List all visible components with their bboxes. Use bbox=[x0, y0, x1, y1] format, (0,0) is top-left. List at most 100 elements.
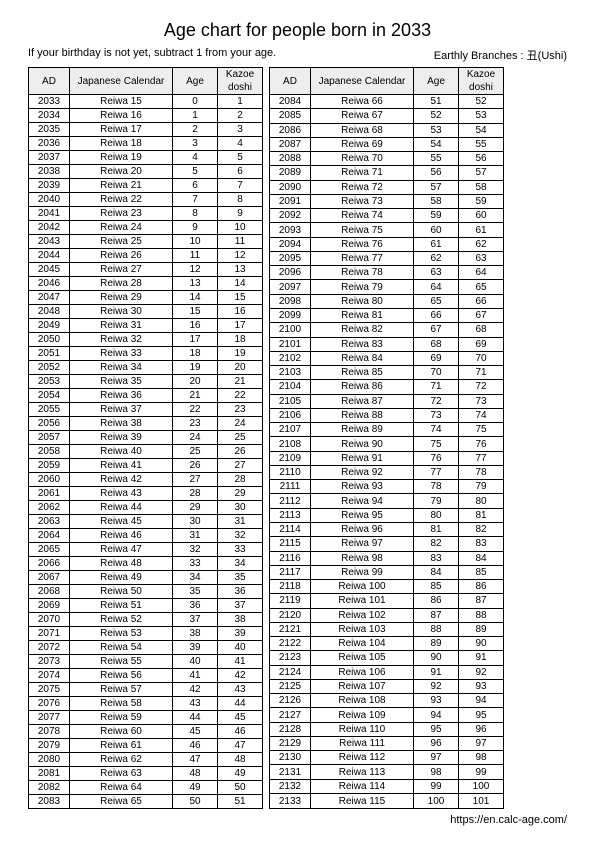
cell-kd: 62 bbox=[459, 237, 504, 251]
cell-ad: 2095 bbox=[270, 251, 311, 265]
cell-ad: 2037 bbox=[29, 151, 70, 165]
table-row: 2100Reiwa 826768 bbox=[270, 323, 504, 337]
cell-ad: 2105 bbox=[270, 394, 311, 408]
table-row: 2097Reiwa 796465 bbox=[270, 280, 504, 294]
cell-age: 64 bbox=[414, 280, 459, 294]
cell-age: 41 bbox=[173, 669, 218, 683]
cell-jc: Reiwa 108 bbox=[311, 694, 414, 708]
cell-jc: Reiwa 50 bbox=[70, 585, 173, 599]
cell-jc: Reiwa 113 bbox=[311, 765, 414, 779]
cell-ad: 2083 bbox=[29, 795, 70, 809]
cell-kd: 99 bbox=[459, 765, 504, 779]
table-row: 2117Reiwa 998485 bbox=[270, 565, 504, 579]
cell-age: 29 bbox=[173, 501, 218, 515]
table-row: 2111Reiwa 937879 bbox=[270, 480, 504, 494]
cell-jc: Reiwa 57 bbox=[70, 683, 173, 697]
cell-kd: 79 bbox=[459, 480, 504, 494]
cell-kd: 6 bbox=[218, 165, 263, 179]
cell-kd: 14 bbox=[218, 277, 263, 291]
cell-ad: 2072 bbox=[29, 641, 70, 655]
cell-kd: 10 bbox=[218, 221, 263, 235]
cell-age: 1 bbox=[173, 109, 218, 123]
cell-kd: 30 bbox=[218, 501, 263, 515]
cell-kd: 57 bbox=[459, 166, 504, 180]
table-row: 2078Reiwa 604546 bbox=[29, 725, 263, 739]
cell-kd: 81 bbox=[459, 508, 504, 522]
cell-jc: Reiwa 99 bbox=[311, 565, 414, 579]
cell-age: 45 bbox=[173, 725, 218, 739]
cell-kd: 38 bbox=[218, 613, 263, 627]
cell-kd: 100 bbox=[459, 779, 504, 793]
cell-age: 38 bbox=[173, 627, 218, 641]
cell-jc: Reiwa 102 bbox=[311, 608, 414, 622]
col-header-age: Age bbox=[173, 68, 218, 95]
cell-ad: 2118 bbox=[270, 580, 311, 594]
table-row: 2083Reiwa 655051 bbox=[29, 795, 263, 809]
table-row: 2126Reiwa 1089394 bbox=[270, 694, 504, 708]
cell-ad: 2107 bbox=[270, 423, 311, 437]
cell-ad: 2092 bbox=[270, 209, 311, 223]
table-row: 2089Reiwa 715657 bbox=[270, 166, 504, 180]
cell-kd: 19 bbox=[218, 347, 263, 361]
cell-kd: 90 bbox=[459, 637, 504, 651]
table-row: 2127Reiwa 1099495 bbox=[270, 708, 504, 722]
cell-jc: Reiwa 32 bbox=[70, 333, 173, 347]
cell-ad: 2042 bbox=[29, 221, 70, 235]
table-row: 2037Reiwa 1945 bbox=[29, 151, 263, 165]
table-row: 2086Reiwa 685354 bbox=[270, 123, 504, 137]
cell-jc: Reiwa 59 bbox=[70, 711, 173, 725]
cell-jc: Reiwa 53 bbox=[70, 627, 173, 641]
cell-kd: 17 bbox=[218, 319, 263, 333]
cell-ad: 2112 bbox=[270, 494, 311, 508]
cell-age: 33 bbox=[173, 557, 218, 571]
table-row: 2124Reiwa 1069192 bbox=[270, 665, 504, 679]
cell-age: 53 bbox=[414, 123, 459, 137]
cell-age: 8 bbox=[173, 207, 218, 221]
cell-ad: 2075 bbox=[29, 683, 70, 697]
cell-jc: Reiwa 65 bbox=[70, 795, 173, 809]
cell-age: 86 bbox=[414, 594, 459, 608]
cell-jc: Reiwa 26 bbox=[70, 249, 173, 263]
cell-age: 69 bbox=[414, 351, 459, 365]
cell-age: 61 bbox=[414, 237, 459, 251]
cell-ad: 2085 bbox=[270, 109, 311, 123]
cell-age: 28 bbox=[173, 487, 218, 501]
cell-jc: Reiwa 51 bbox=[70, 599, 173, 613]
table-row: 2113Reiwa 958081 bbox=[270, 508, 504, 522]
cell-jc: Reiwa 112 bbox=[311, 751, 414, 765]
table-row: 2038Reiwa 2056 bbox=[29, 165, 263, 179]
table-row: 2130Reiwa 1129798 bbox=[270, 751, 504, 765]
table-row: 2106Reiwa 887374 bbox=[270, 408, 504, 422]
cell-ad: 2053 bbox=[29, 375, 70, 389]
cell-ad: 2033 bbox=[29, 95, 70, 109]
cell-ad: 2065 bbox=[29, 543, 70, 557]
cell-kd: 60 bbox=[459, 209, 504, 223]
cell-age: 54 bbox=[414, 137, 459, 151]
cell-kd: 64 bbox=[459, 266, 504, 280]
cell-ad: 2055 bbox=[29, 403, 70, 417]
cell-ad: 2115 bbox=[270, 537, 311, 551]
cell-kd: 63 bbox=[459, 251, 504, 265]
cell-kd: 46 bbox=[218, 725, 263, 739]
cell-kd: 4 bbox=[218, 137, 263, 151]
cell-kd: 1 bbox=[218, 95, 263, 109]
cell-age: 44 bbox=[173, 711, 218, 725]
table-row: 2039Reiwa 2167 bbox=[29, 179, 263, 193]
table-row: 2033Reiwa 1501 bbox=[29, 95, 263, 109]
table-row: 2091Reiwa 735859 bbox=[270, 194, 504, 208]
cell-ad: 2123 bbox=[270, 651, 311, 665]
cell-ad: 2061 bbox=[29, 487, 70, 501]
cell-age: 83 bbox=[414, 551, 459, 565]
cell-kd: 35 bbox=[218, 571, 263, 585]
cell-ad: 2121 bbox=[270, 622, 311, 636]
cell-kd: 61 bbox=[459, 223, 504, 237]
cell-jc: Reiwa 81 bbox=[311, 308, 414, 322]
table-row: 2079Reiwa 614647 bbox=[29, 739, 263, 753]
cell-jc: Reiwa 34 bbox=[70, 361, 173, 375]
table-row: 2036Reiwa 1834 bbox=[29, 137, 263, 151]
table-row: 2069Reiwa 513637 bbox=[29, 599, 263, 613]
cell-ad: 2078 bbox=[29, 725, 70, 739]
cell-jc: Reiwa 110 bbox=[311, 722, 414, 736]
table-row: 2107Reiwa 897475 bbox=[270, 423, 504, 437]
cell-ad: 2051 bbox=[29, 347, 70, 361]
